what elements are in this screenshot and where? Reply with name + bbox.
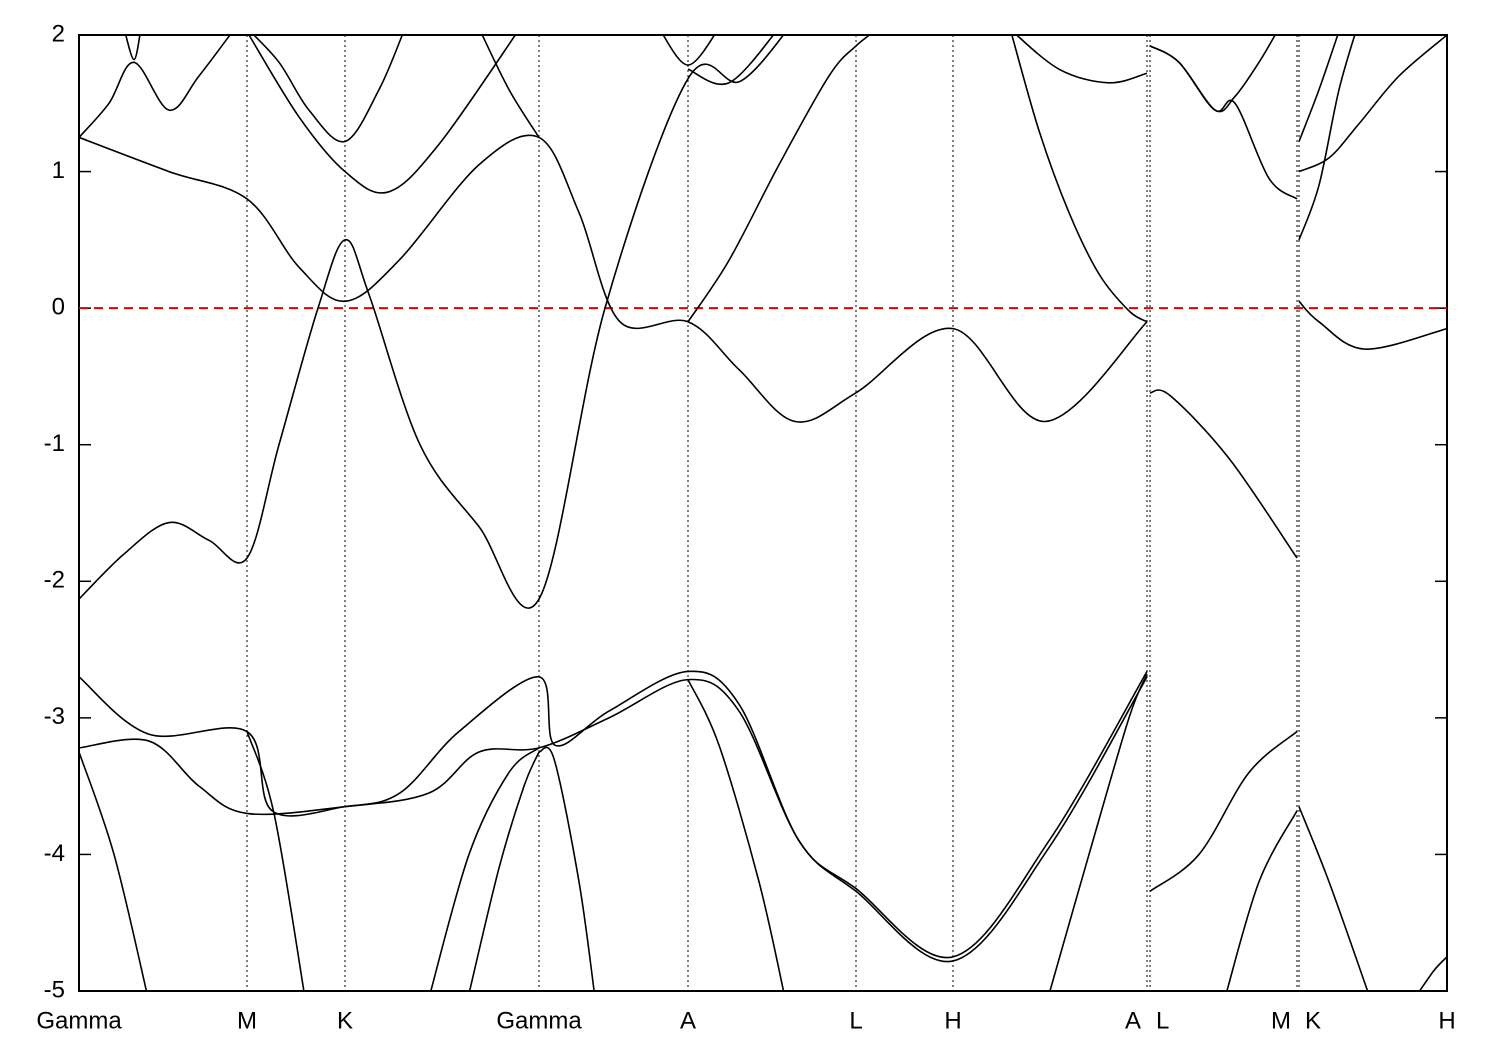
x-tick-label: M bbox=[237, 1007, 257, 1034]
x-tick-label: H bbox=[944, 1007, 961, 1034]
y-tick-label: 1 bbox=[52, 157, 65, 184]
x-tick-label: K bbox=[1305, 1007, 1321, 1034]
band-line bbox=[1298, 35, 1447, 173]
band-line bbox=[687, 35, 775, 86]
band-line bbox=[79, 35, 231, 138]
x-tick-label: Gamma bbox=[496, 1007, 582, 1034]
band-line bbox=[124, 35, 141, 61]
y-tick-label: -3 bbox=[44, 703, 65, 730]
band-line bbox=[1298, 35, 1339, 142]
y-tick-label: -1 bbox=[44, 430, 65, 457]
bands bbox=[79, 35, 1447, 991]
x-tick-label: A bbox=[680, 1007, 696, 1034]
band-line bbox=[1418, 956, 1447, 991]
band-line bbox=[1011, 35, 1148, 323]
band-line bbox=[481, 35, 540, 138]
band-line bbox=[1015, 35, 1148, 84]
band-line bbox=[468, 751, 540, 991]
y-tick-label: 2 bbox=[52, 20, 65, 47]
band-line bbox=[1298, 806, 1369, 991]
band-line bbox=[430, 747, 540, 991]
plot-frame bbox=[78, 34, 1448, 992]
band-line bbox=[79, 676, 1148, 963]
band-line bbox=[248, 35, 517, 194]
band-line bbox=[252, 35, 404, 143]
x-tick-label: L bbox=[849, 1007, 862, 1034]
x-tick-label: M bbox=[1271, 1007, 1291, 1034]
y-tick-label: -5 bbox=[44, 976, 65, 1003]
band-line bbox=[1149, 45, 1298, 200]
band-line bbox=[1226, 810, 1298, 991]
x-tick-label: K bbox=[337, 1007, 353, 1034]
band-line bbox=[1149, 35, 1277, 113]
band-line bbox=[687, 679, 785, 991]
y-tick-label: -4 bbox=[44, 840, 65, 867]
band-line bbox=[1049, 673, 1148, 991]
band-line bbox=[662, 35, 716, 66]
x-tick-label: H bbox=[1438, 1007, 1455, 1034]
band-line bbox=[79, 35, 785, 609]
band-line bbox=[79, 134, 1447, 559]
band-line bbox=[1298, 35, 1356, 241]
y-tick-label: 0 bbox=[52, 293, 65, 320]
x-tick-label: Gamma bbox=[36, 1007, 122, 1034]
band-line bbox=[246, 731, 305, 991]
x-tick-label: A bbox=[1125, 1007, 1141, 1034]
band-line bbox=[538, 746, 595, 991]
band-line bbox=[687, 35, 871, 323]
band-line bbox=[79, 751, 148, 991]
band-line bbox=[79, 670, 1298, 959]
y-tick-label: -2 bbox=[44, 567, 65, 594]
x-tick-label: L bbox=[1156, 1007, 1169, 1034]
